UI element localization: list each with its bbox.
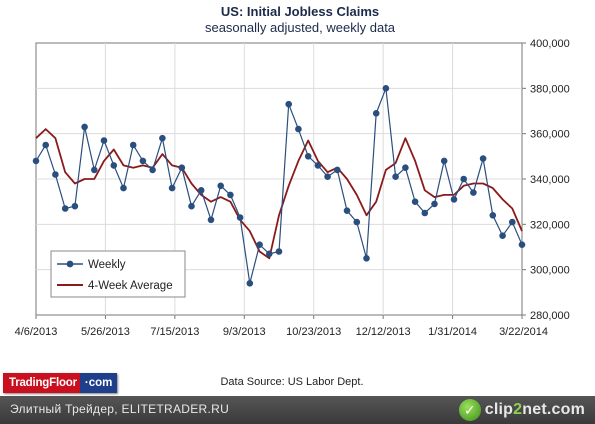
data-source-annotation: Data Source: US Labor Dept. — [220, 376, 363, 388]
y-tick-label: 280,000 — [530, 310, 570, 322]
weekly-point — [518, 241, 526, 248]
x-tick-label: 4/6/2013 — [15, 326, 58, 338]
weekly-point — [363, 254, 370, 262]
weekly-point — [110, 162, 118, 169]
weekly-point — [129, 141, 137, 149]
weekly-point — [509, 218, 516, 226]
y-tick-label: 320,000 — [530, 219, 570, 231]
weekly-point — [304, 153, 312, 160]
clip2net-logo: ✓ clip2net.com — [458, 399, 585, 421]
weekly-point — [246, 280, 254, 287]
chart: US: Initial Jobless Claims seasonally ad… — [15, 4, 570, 388]
weekly-point — [236, 214, 244, 221]
weekly-point — [100, 137, 108, 144]
y-tick-label: 360,000 — [530, 129, 570, 141]
clip2net-text: clip2net.com — [485, 401, 585, 419]
chart-title: US: Initial Jobless Claims — [221, 4, 379, 19]
weekly-point — [450, 196, 458, 203]
y-tick-label: 380,000 — [530, 83, 570, 95]
weekly-point — [314, 162, 322, 169]
checkmark-icon: ✓ — [458, 399, 481, 421]
weekly-point — [499, 232, 506, 239]
tradingfloor-logo: TradingFloor · com — [3, 373, 118, 393]
weekly-point — [334, 166, 341, 174]
y-tick-label: 340,000 — [530, 174, 570, 186]
tradingfloor-logo-suffix: com — [88, 377, 113, 389]
legend-weekly-label: Weekly — [88, 259, 126, 271]
x-tick-label: 1/31/2014 — [428, 326, 477, 338]
weekly-point — [440, 157, 448, 165]
weekly-point — [227, 191, 234, 199]
tradingfloor-logo-name: TradingFloor — [3, 373, 80, 393]
weekly-point — [139, 157, 147, 165]
x-tick-label: 3/22/2014 — [499, 326, 548, 338]
y-axis-ticks: 280,000 300,000 320,000 340,000 360,000 380,0… — [522, 38, 570, 322]
x-tick-label: 12/12/2013 — [356, 326, 411, 338]
tradingfloor-logo-domain: · com — [79, 373, 118, 393]
weekly-point — [411, 198, 419, 205]
weekly-point — [489, 212, 497, 219]
weekly-point — [52, 171, 59, 178]
weekly-point — [343, 207, 351, 214]
x-tick-label: 5/26/2013 — [81, 326, 130, 338]
x-axis-ticks: 4/6/2013 5/26/2013 7/15/2013 9/3/2013 10/23/… — [15, 315, 548, 338]
weekly-point — [120, 184, 127, 192]
watermark-text: Элитный Трейдер, ELITETRADER.RU — [10, 402, 230, 416]
x-tick-label: 7/15/2013 — [150, 326, 199, 338]
y-tick-label: 300,000 — [530, 265, 570, 277]
weekly-point — [431, 200, 438, 208]
weekly-point — [42, 141, 49, 149]
average-line — [35, 128, 523, 260]
weekly-point — [353, 218, 361, 226]
weekly-point — [266, 250, 273, 258]
weekly-point — [91, 166, 98, 174]
weekly-point — [168, 184, 176, 192]
weekly-point — [285, 100, 293, 108]
chart-subtitle: seasonally adjusted, weekly data — [205, 20, 396, 35]
legend: Weekly 4-Week Average — [50, 250, 186, 298]
weekly-point — [382, 85, 390, 92]
weekly-point — [197, 187, 205, 194]
weekly-point — [217, 182, 224, 190]
weekly-point — [275, 248, 283, 255]
x-tick-label: 10/23/2013 — [286, 326, 341, 338]
weekly-point — [207, 216, 215, 224]
weekly-point — [372, 110, 380, 117]
footer-bar: Элитный Трейдер, ELITETRADER.RU ✓ clip2n… — [0, 396, 595, 424]
weekly-point — [460, 175, 468, 183]
weekly-point — [421, 209, 429, 217]
weekly-point — [479, 155, 487, 162]
weekly-point — [470, 189, 477, 196]
weekly-point — [392, 173, 399, 180]
weekly-point — [149, 166, 156, 174]
x-tick-label: 9/3/2013 — [223, 326, 266, 338]
weekly-point — [71, 202, 79, 210]
weekly-point — [402, 164, 409, 171]
clip2net-prefix: clip — [484, 401, 514, 418]
clip2net-suffix: net.com — [522, 401, 585, 418]
series-4-week-average — [35, 128, 523, 260]
weekly-point — [256, 241, 263, 248]
weekly-point — [295, 125, 302, 133]
legend-box — [50, 250, 186, 298]
y-tick-label: 400,000 — [530, 38, 570, 50]
weekly-point — [61, 205, 69, 212]
weekly-point — [178, 164, 186, 171]
weekly-point — [32, 157, 40, 165]
legend-average-label: 4-Week Average — [88, 280, 173, 292]
tradingfloor-logo-separator: · — [84, 377, 89, 389]
series-weekly — [32, 85, 526, 287]
weekly-point — [81, 123, 88, 131]
weekly-point — [324, 173, 331, 180]
clip2net-accent: 2 — [513, 401, 523, 418]
weekly-point — [188, 202, 195, 210]
weekly-point — [159, 134, 166, 142]
legend-weekly-marker — [66, 260, 74, 268]
